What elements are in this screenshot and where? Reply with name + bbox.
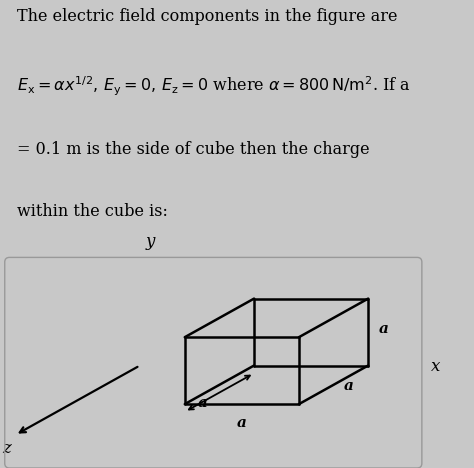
Text: = 0.1 m is the side of cube then the charge: = 0.1 m is the side of cube then the cha… — [18, 141, 370, 158]
Text: The electric field components in the figure are: The electric field components in the fig… — [18, 8, 398, 25]
Text: a: a — [198, 396, 208, 410]
Text: a: a — [378, 322, 388, 336]
Text: a: a — [237, 416, 247, 430]
Text: a: a — [344, 379, 354, 393]
Text: x: x — [431, 358, 441, 375]
Text: within the cube is:: within the cube is: — [18, 203, 168, 220]
Text: z: z — [2, 440, 11, 457]
Text: $E_{\rm x} = \alpha x^{1/2},\, E_{\rm y} = 0,\, E_{\rm z} = 0$ where $\alpha = 8: $E_{\rm x} = \alpha x^{1/2},\, E_{\rm y}… — [18, 75, 411, 98]
Text: y: y — [146, 234, 155, 250]
